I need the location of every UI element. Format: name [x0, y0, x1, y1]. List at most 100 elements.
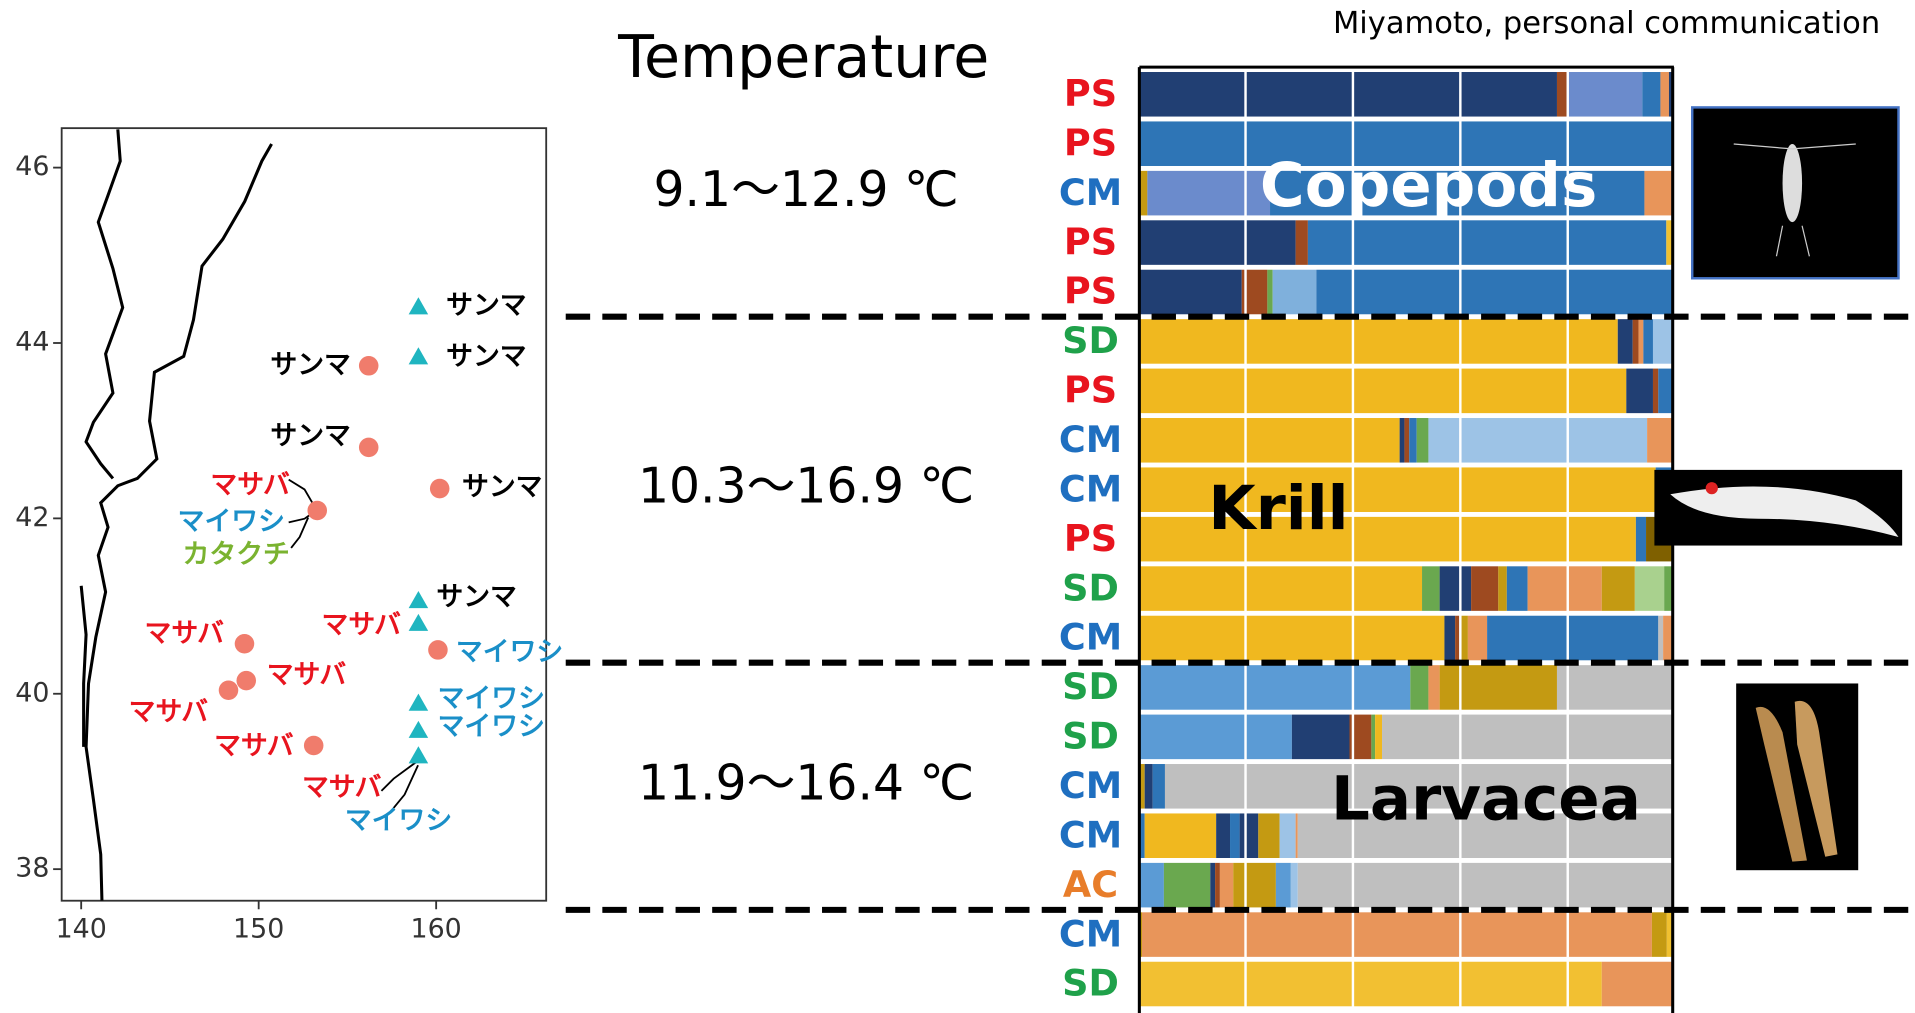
point-label: サンマ — [436, 582, 517, 613]
bar-segment — [1666, 220, 1673, 265]
bar-segment — [1291, 714, 1350, 760]
circle-point — [429, 478, 450, 499]
row-label: SD — [1062, 566, 1119, 609]
bar-segment — [1567, 72, 1643, 117]
bar-segment — [1139, 566, 1423, 611]
point-label: マイワシ — [345, 805, 452, 836]
bar-segment — [1139, 615, 1445, 661]
row-label: SD — [1062, 319, 1119, 362]
y-tick-label: 40 — [15, 677, 49, 708]
bar-segment — [1643, 319, 1653, 364]
point-label: マサバ — [129, 696, 209, 727]
bar-segment — [1297, 862, 1673, 908]
bar-segment — [1651, 912, 1667, 957]
row-label: CM — [1059, 912, 1122, 955]
bar-segment — [1219, 862, 1234, 908]
point-label: マサバ — [302, 772, 382, 803]
circle-point — [236, 670, 257, 691]
point-label: マサバ — [214, 730, 294, 761]
point-label: マサバ — [267, 660, 347, 691]
bar-segment — [1647, 418, 1673, 463]
temperature-range: 9.1～12.9 ℃ — [653, 161, 958, 218]
bar-segment — [1139, 368, 1627, 414]
bar-segment — [1279, 813, 1296, 858]
triangle-point — [408, 297, 429, 315]
row-label: CM — [1059, 467, 1122, 510]
row-label: CM — [1059, 616, 1122, 659]
bar-segment — [1455, 615, 1460, 661]
bar-segment — [1267, 269, 1273, 315]
bar-segment — [1139, 418, 1400, 463]
bar-segment — [1634, 566, 1665, 611]
row-label: PS — [1064, 270, 1117, 313]
overlays: PS PS CM PS PS 9.1～12.9 ℃ Copepods SD PS CM CM PS SD… — [565, 72, 1915, 1005]
y-tick-label: 42 — [15, 502, 49, 533]
bar-segment — [1233, 862, 1276, 908]
larvacea-photo — [1736, 683, 1859, 871]
krill-photo — [1654, 469, 1903, 546]
bar-segment — [1467, 615, 1488, 661]
group-label: Larvacea — [1331, 764, 1641, 835]
bar-segment — [1210, 862, 1216, 908]
bar-segment — [1428, 418, 1648, 463]
bar-segment — [1668, 72, 1673, 117]
bar-segment — [1139, 961, 1602, 1007]
bar-segment — [1471, 566, 1499, 611]
point-label: サンマ — [270, 420, 351, 451]
bar-segment — [1422, 566, 1440, 611]
row-label: CM — [1059, 764, 1122, 807]
row-label: CM — [1059, 418, 1122, 461]
circle-point — [303, 735, 324, 756]
bar-segment — [1239, 813, 1259, 858]
bar-segment — [1626, 368, 1653, 414]
bar-segment — [1297, 813, 1673, 858]
bar-segment — [1144, 764, 1153, 809]
bar-segment — [1617, 319, 1633, 364]
bar-segment — [1642, 72, 1661, 117]
bar-segment — [1216, 813, 1231, 858]
bar-segment — [1382, 714, 1673, 760]
row-label: SD — [1062, 715, 1119, 758]
bar-segment — [1664, 566, 1673, 611]
bar-segment — [1215, 862, 1220, 908]
y-tick-label: 38 — [15, 853, 49, 884]
y-tick-label: 44 — [15, 326, 49, 357]
bar-segment — [1272, 269, 1317, 315]
point-label: マサバ — [210, 469, 290, 500]
bar-segment — [1139, 665, 1411, 710]
point-label: マサバ — [145, 618, 225, 649]
bar-gridlines — [1244, 69, 1569, 1010]
bar-segment — [1632, 319, 1639, 364]
bar-segment — [1163, 862, 1211, 908]
bar-segment — [1666, 912, 1673, 957]
temperature-range: 11.9～16.4 ℃ — [638, 754, 974, 811]
bar-segment — [1164, 764, 1673, 809]
bar-segment — [1230, 813, 1240, 858]
circle-point — [234, 634, 255, 654]
bar-segment — [1638, 319, 1644, 364]
bar-segment — [1658, 615, 1664, 661]
bar-segment — [1404, 418, 1410, 463]
point-label: サンマ — [270, 350, 351, 381]
bar-segment — [1416, 418, 1429, 463]
bar-segment — [1139, 269, 1242, 315]
row-label: PS — [1064, 121, 1117, 164]
circle-point — [218, 680, 239, 701]
bar-segment — [1139, 714, 1292, 760]
credit: Miyamoto, personal communication — [1333, 6, 1880, 41]
temperature-range: 10.3～16.9 ℃ — [638, 458, 974, 515]
bar-segment — [1290, 862, 1298, 908]
bar-segment — [1635, 516, 1647, 562]
bar-segment — [1258, 813, 1280, 858]
point-label: サンマ — [462, 472, 543, 503]
bar-segment — [1142, 912, 1652, 957]
bar-segment — [1556, 665, 1673, 710]
circle-point — [358, 356, 379, 376]
row-label: PS — [1064, 72, 1117, 115]
triangle-point — [408, 693, 429, 711]
row-label: CM — [1059, 171, 1122, 214]
triangle-point — [408, 746, 429, 764]
bar-segment — [1349, 714, 1372, 760]
bar-segment — [1410, 665, 1429, 710]
